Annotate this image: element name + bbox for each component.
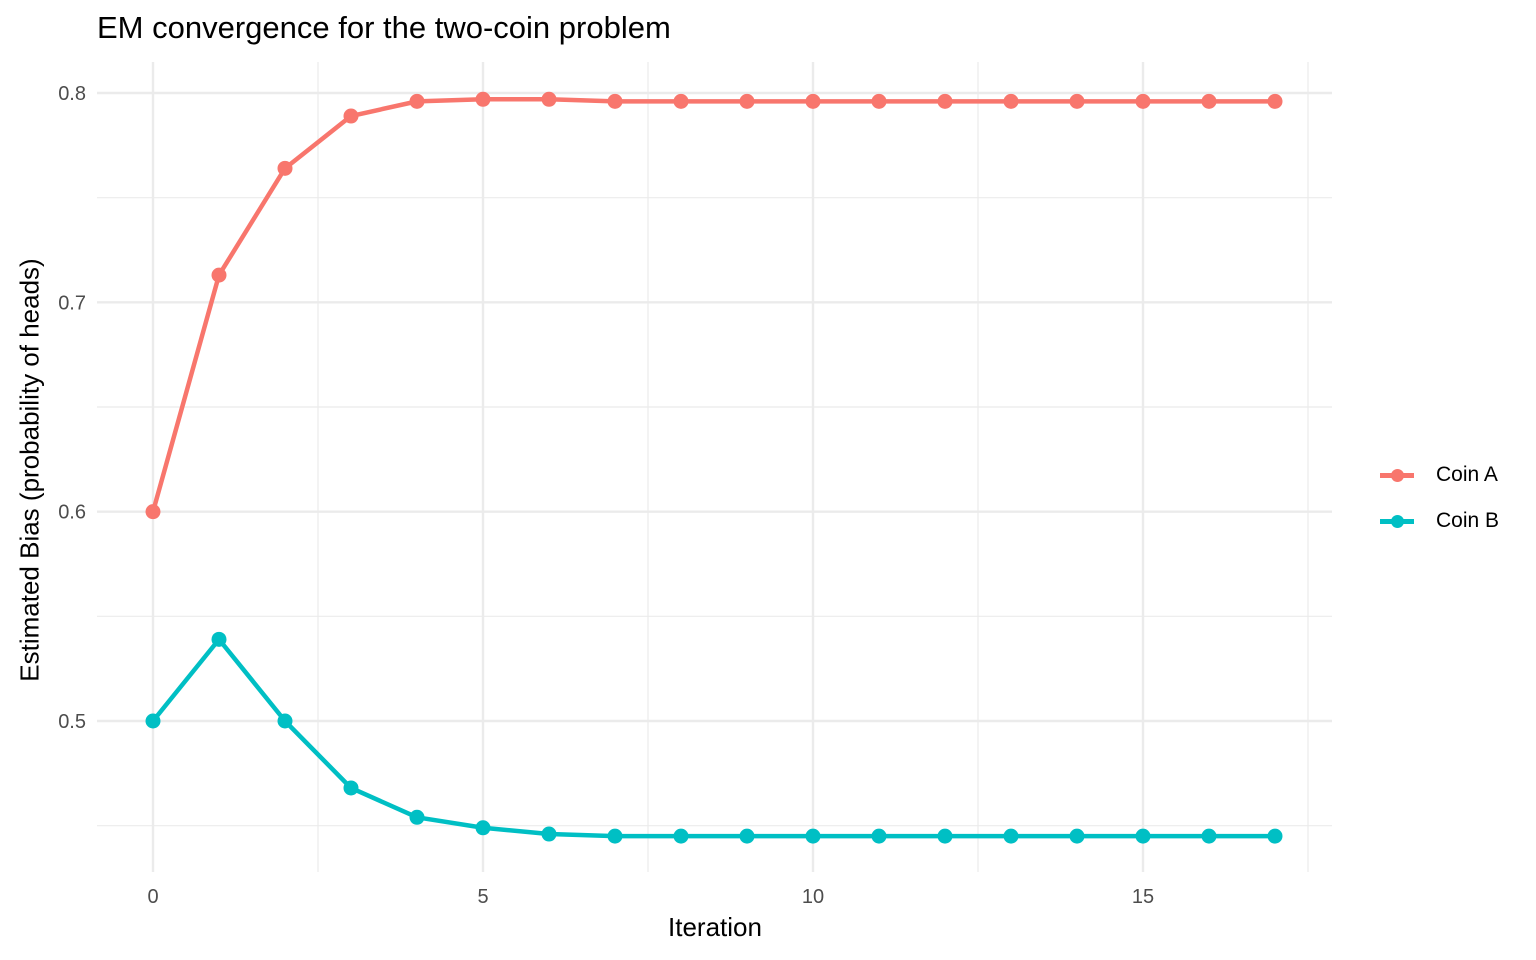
y-tick-label: 0.7 xyxy=(58,292,86,314)
data-point xyxy=(937,93,953,109)
data-point xyxy=(1003,828,1019,844)
y-axis-label: Estimated Bias (probability of heads) xyxy=(14,258,45,682)
data-point xyxy=(1135,828,1151,844)
legend-item-coin-b: Coin B xyxy=(1380,498,1499,544)
x-tick-label: 5 xyxy=(477,886,488,908)
data-point xyxy=(871,93,887,109)
data-point xyxy=(409,93,425,109)
data-point xyxy=(211,267,227,283)
data-point xyxy=(475,91,491,107)
data-point xyxy=(1267,93,1283,109)
y-tick-label: 0.5 xyxy=(58,711,86,733)
data-point xyxy=(1069,828,1085,844)
data-point xyxy=(541,91,557,107)
data-point xyxy=(607,93,623,109)
x-tick-label: 10 xyxy=(802,886,824,908)
data-point xyxy=(739,828,755,844)
series-line xyxy=(151,637,1275,839)
y-tick-label: 0.8 xyxy=(58,83,86,105)
coin-a-line-point-icon xyxy=(1380,465,1414,485)
data-point xyxy=(145,713,161,729)
data-point xyxy=(277,713,293,729)
legend: Coin A Coin B xyxy=(1380,452,1499,544)
data-point xyxy=(277,160,293,176)
data-point xyxy=(805,828,821,844)
data-point xyxy=(541,826,557,842)
data-point xyxy=(805,93,821,109)
data-point xyxy=(1003,93,1019,109)
data-point xyxy=(1201,93,1217,109)
x-tick-label: 15 xyxy=(1132,886,1154,908)
data-point xyxy=(937,828,953,844)
data-point xyxy=(673,93,689,109)
data-point xyxy=(607,828,623,844)
series-line xyxy=(150,97,1275,513)
data-point xyxy=(739,93,755,109)
x-tick-label: 0 xyxy=(147,886,158,908)
data-point xyxy=(871,828,887,844)
legend-label: Coin B xyxy=(1436,509,1500,532)
y-tick-label: 0.6 xyxy=(58,502,86,524)
chart-title: EM convergence for the two-coin problem xyxy=(97,10,671,45)
data-point xyxy=(343,108,359,124)
data-point xyxy=(475,820,491,836)
data-point xyxy=(145,504,161,520)
data-point xyxy=(211,631,227,647)
data-point xyxy=(1135,93,1151,109)
legend-item-coin-a: Coin A xyxy=(1380,452,1499,498)
data-point xyxy=(343,780,359,796)
x-axis-label: Iteration xyxy=(668,912,762,942)
data-point xyxy=(673,828,689,844)
legend-label: Coin A xyxy=(1436,463,1498,486)
data-point xyxy=(1069,93,1085,109)
data-point xyxy=(409,809,425,825)
data-point xyxy=(1201,828,1217,844)
coin-b-line-point-icon xyxy=(1380,511,1414,531)
data-point xyxy=(1267,828,1283,844)
